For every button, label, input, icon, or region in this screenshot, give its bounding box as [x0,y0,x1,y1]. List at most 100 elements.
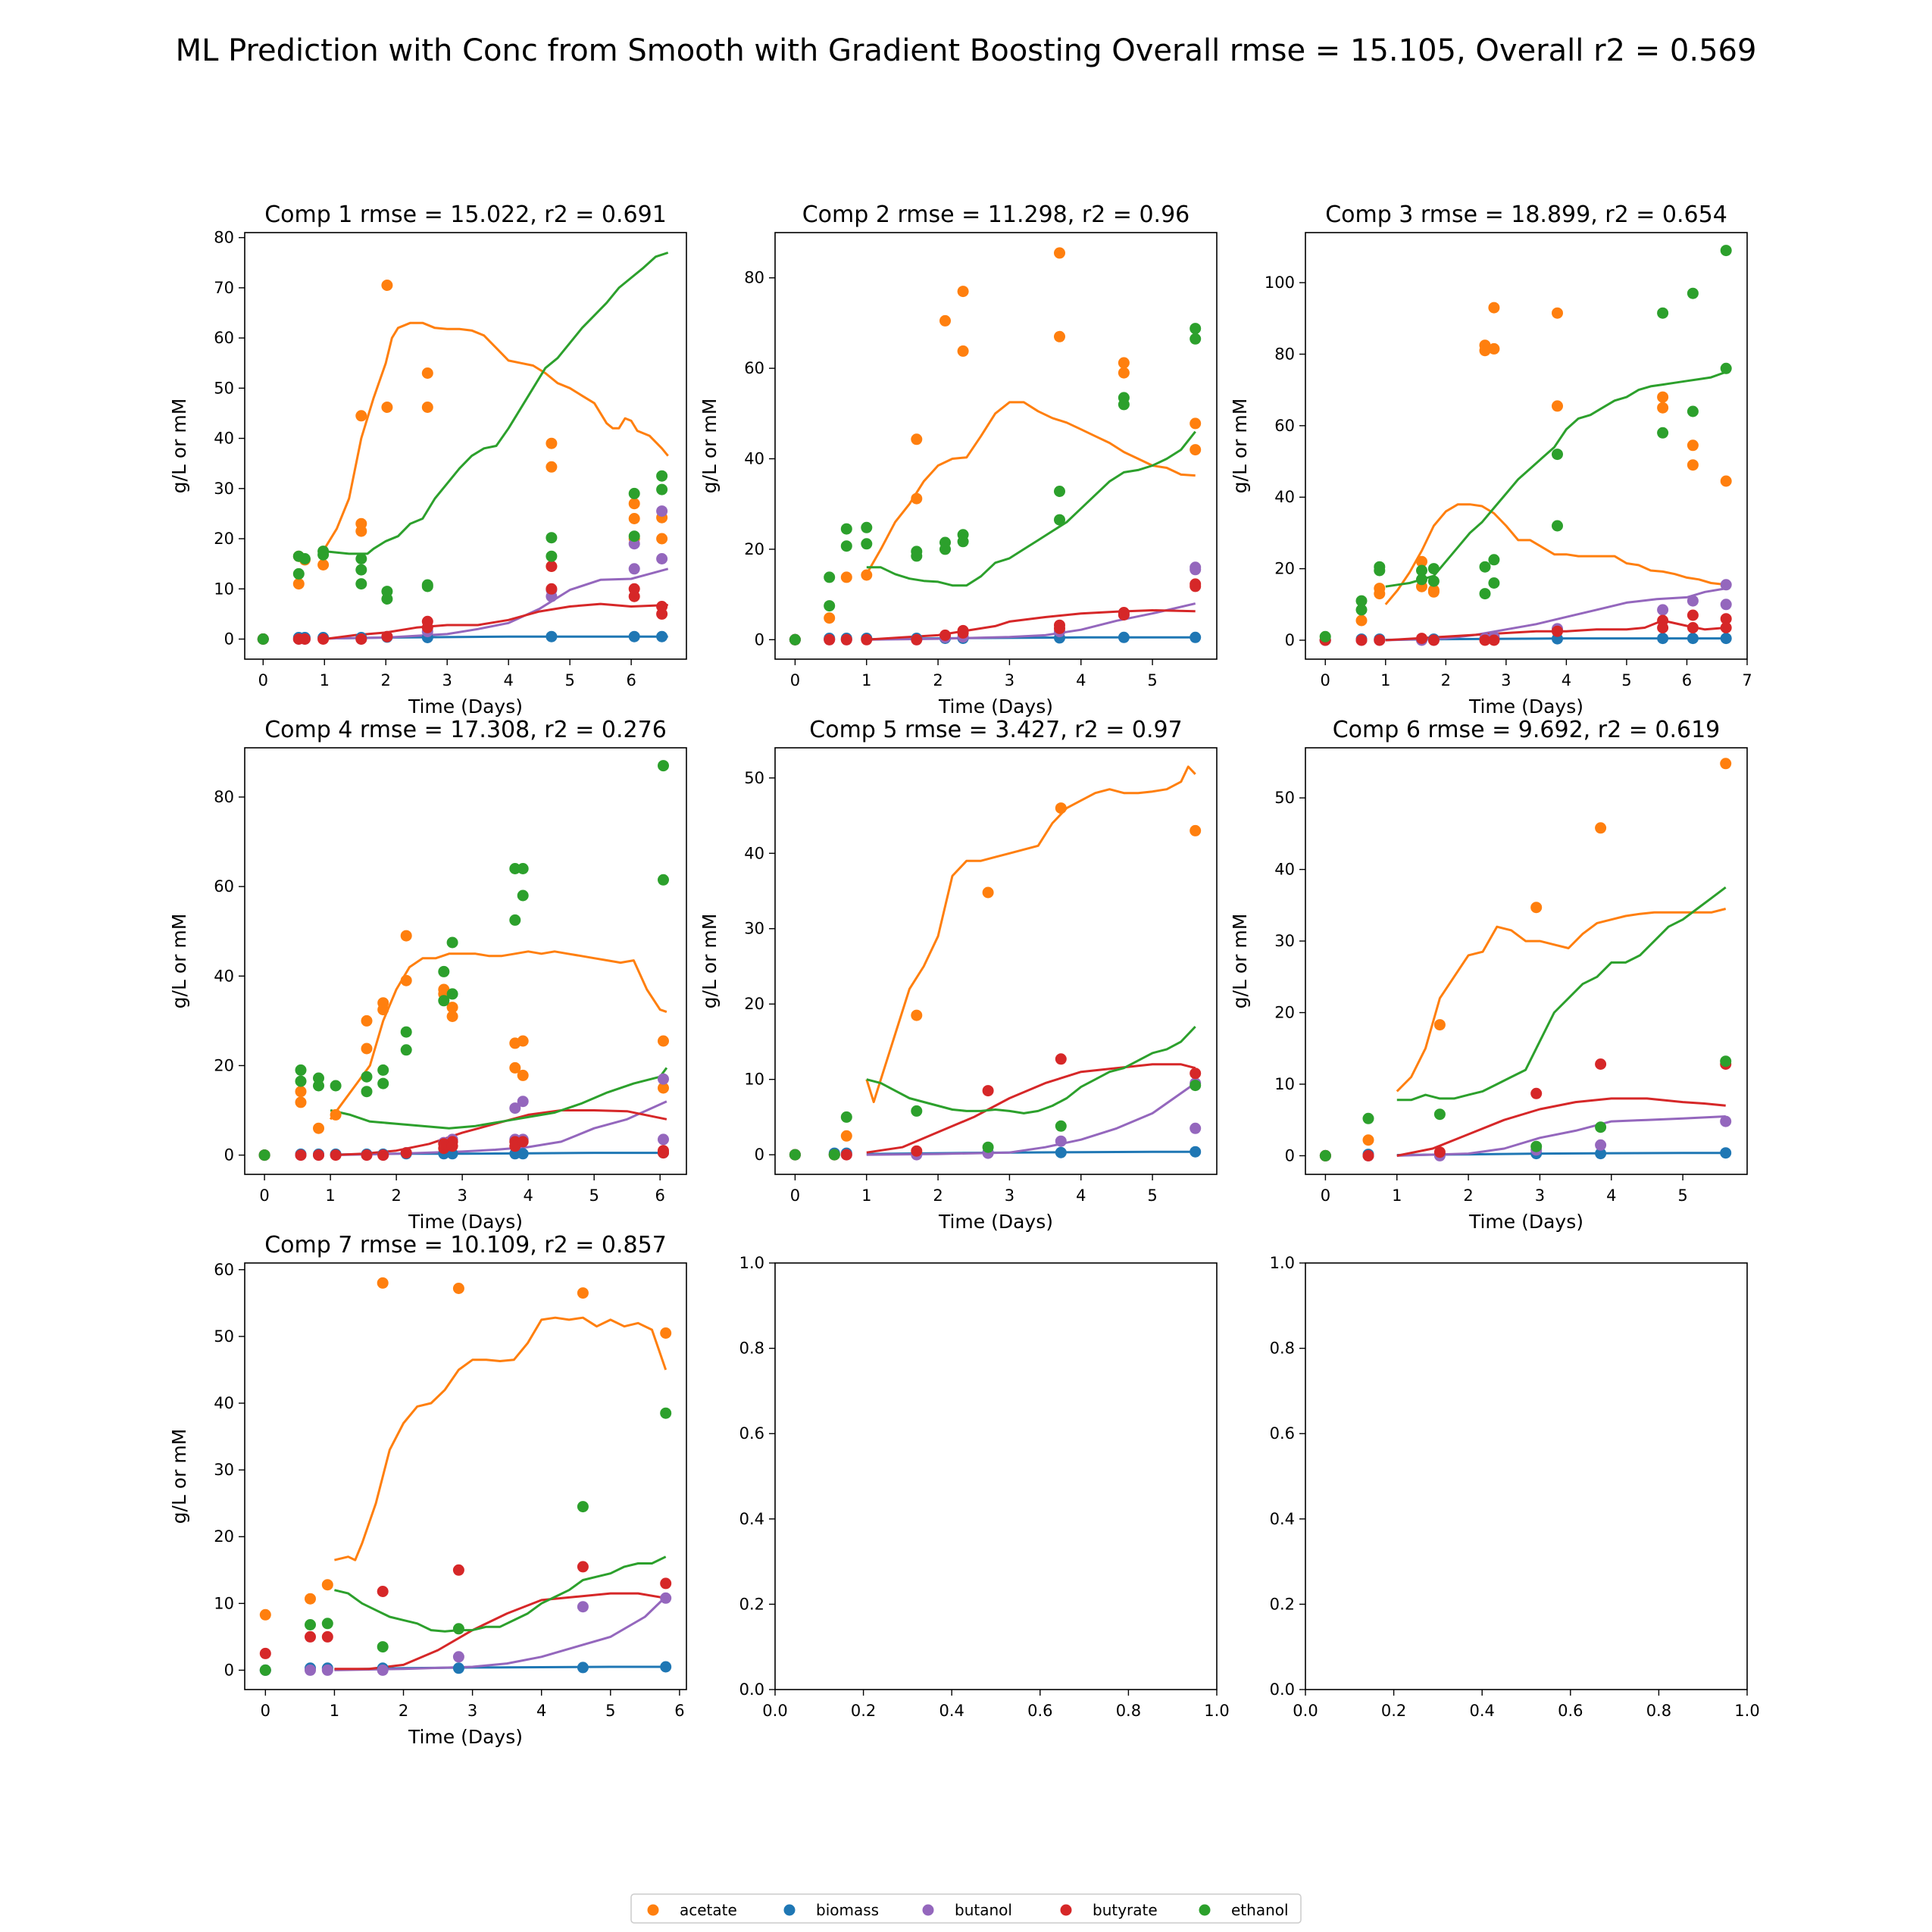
y-tick-label: 0.6 [1270,1424,1295,1443]
y-tick-label: 60 [744,359,764,377]
y-tick-label: 60 [1274,417,1295,435]
x-tick-label: 2 [1463,1186,1473,1205]
y-tick-label: 0.0 [739,1680,764,1699]
x-tick-label: 5 [1147,1186,1157,1205]
x-tick-label: 4 [503,671,513,689]
x-tick-label: 0 [259,1186,269,1205]
ethanol-point [330,1080,342,1092]
axes-frame [1305,1262,1748,1690]
ethanol-point [381,593,393,605]
butyrate-prediction-line [866,1063,1196,1154]
acetate-point [1190,824,1202,836]
y-tick-label: 20 [1274,560,1295,578]
butyrate-point [1530,1087,1543,1099]
ethanol-point [1190,1080,1202,1092]
ethanol-point [258,1149,270,1161]
acetate-point [1433,1019,1446,1031]
legend-label: biomass [816,1901,879,1919]
ethanol-point [861,538,873,550]
butyrate-point [911,1145,923,1157]
acetate-point [1190,444,1202,456]
biomass-point [1687,633,1699,645]
axes-frame [1305,232,1748,660]
plot-area [1319,245,1732,646]
y-tick-label: 40 [214,1394,234,1412]
plot-area [789,247,1202,646]
ethanol-point [1530,1140,1543,1152]
y-tick-label: 0.0 [1270,1680,1295,1699]
ethanol-point [828,1149,840,1161]
acetate-point [1657,391,1669,403]
ethanol-point [517,889,529,902]
acetate-point [1355,614,1368,627]
butanol-point [517,1096,529,1108]
y-tick-label: 80 [1274,345,1295,363]
acetate-point [295,1086,307,1098]
y-axis-label: g/L or mM [699,914,721,1009]
acetate-point [1362,1134,1374,1146]
ethanol-point [1657,427,1669,439]
y-tick-label: 0.2 [739,1595,764,1613]
subplot-title: Comp 3 rmse = 18.899, r2 = 0.654 [1325,202,1727,228]
ethanol-point [660,1407,672,1419]
biomass-point [452,1662,464,1674]
y-tick-label: 20 [744,995,764,1013]
butanol-point [660,1592,672,1604]
y-tick-label: 0 [224,630,234,649]
y-tick-label: 80 [214,229,234,247]
butyrate-point [628,590,640,602]
subplot-title: Comp 6 rmse = 9.692, r2 = 0.619 [1333,717,1721,743]
plot-area [259,1277,672,1676]
x-tick-label: 1 [861,1186,871,1205]
x-tick-label: 3 [1535,1186,1545,1205]
y-tick-label: 0.2 [1270,1595,1295,1613]
y-tick-label: 50 [214,379,234,397]
acetate-point [577,1287,589,1299]
butanol-point [452,1651,464,1663]
x-tick-label: 6 [1682,671,1692,689]
butyrate-point [1552,625,1563,637]
y-tick-label: 0 [755,1146,764,1164]
butyrate-point [1687,609,1699,621]
x-axis-label: Time (Days) [408,1211,523,1233]
acetate-point [421,367,433,379]
ethanol-point [1118,399,1130,411]
x-tick-label: 2 [1441,671,1451,689]
butyrate-point [1054,622,1065,634]
ethanol-point [939,543,951,555]
x-tick-label: 5 [605,1702,615,1720]
y-tick-label: 10 [214,1594,234,1612]
ethanol-point [295,1064,307,1076]
butyrate-point [1488,634,1500,646]
ethanol-point [546,532,558,544]
butanol-point [509,1102,521,1114]
ethanol-point [982,1141,994,1153]
acetate-point [1054,330,1065,342]
ethanol-point [1355,604,1368,616]
biomass-point [628,630,640,642]
acetate-point [1488,342,1500,355]
x-tick-label: 0 [790,1186,800,1205]
acetate-point [1720,758,1732,770]
x-tick-label: 1 [330,1702,339,1720]
y-tick-label: 0.6 [739,1424,764,1443]
legend-marker [647,1904,659,1916]
ethanol-point [295,1075,307,1087]
y-tick-label: 20 [214,1056,234,1074]
butyrate-point [517,1136,529,1148]
ethanol-point [509,863,521,874]
acetate-point [1687,439,1699,452]
ethanol-point [1416,574,1427,586]
acetate-prediction-line [865,401,1196,575]
x-tick-label: 1 [320,671,330,689]
acetate-point [824,612,836,624]
ethanol-point [1657,307,1669,319]
x-tick-label: 1.0 [1204,1702,1229,1720]
legend-label: acetate [680,1901,737,1919]
x-tick-label: 5 [1677,1186,1687,1205]
biomass-point [1720,1147,1732,1159]
ethanol-point [361,1071,373,1083]
ethanol-point [421,580,433,592]
acetate-point [1054,247,1065,259]
